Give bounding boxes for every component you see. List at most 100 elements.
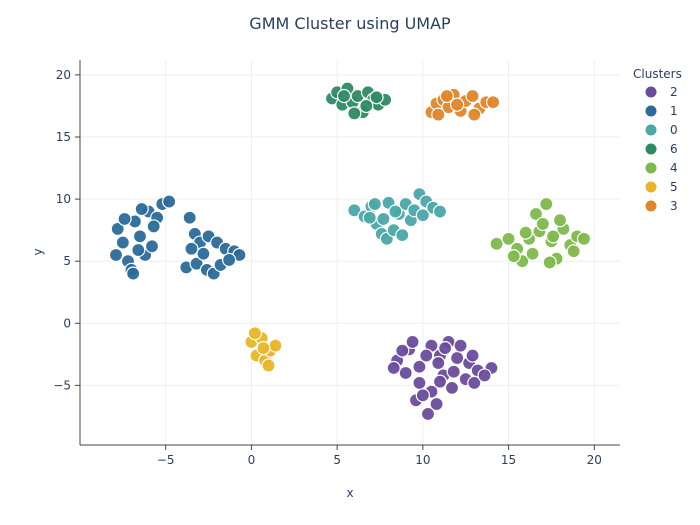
data-point xyxy=(465,348,480,363)
data-point xyxy=(465,88,480,104)
data-point xyxy=(108,247,124,263)
data-point xyxy=(450,350,465,366)
legend-marker xyxy=(644,180,658,194)
data-points xyxy=(108,81,592,422)
data-point xyxy=(439,88,454,104)
data-point xyxy=(268,338,283,353)
data-point xyxy=(412,375,427,391)
data-point xyxy=(446,364,461,379)
data-point xyxy=(405,334,420,350)
data-point xyxy=(196,246,211,261)
data-point xyxy=(450,97,465,112)
data-point xyxy=(535,216,550,232)
legend-marker xyxy=(644,104,658,118)
legend-label: 1 xyxy=(670,104,678,118)
data-point xyxy=(415,388,430,403)
legend-item-4[interactable]: 4 xyxy=(644,161,678,175)
legend-item-0[interactable]: 0 xyxy=(644,123,678,137)
legend-item-2[interactable]: 2 xyxy=(644,85,678,99)
data-point xyxy=(566,244,581,259)
legend-label: 3 xyxy=(670,199,678,213)
legend-label: 4 xyxy=(670,161,678,175)
data-point xyxy=(415,208,430,223)
y-axis-label: y xyxy=(31,248,45,255)
x-tick-label: −5 xyxy=(157,453,175,467)
y-tick-label: 0 xyxy=(63,316,71,330)
series-4 xyxy=(489,196,592,270)
data-point xyxy=(453,338,468,353)
legend-label: 5 xyxy=(670,180,678,194)
data-point xyxy=(386,360,401,376)
y-axis-ticks: −5 0 5 10 15 20 xyxy=(53,68,80,392)
data-point xyxy=(336,88,352,104)
data-point xyxy=(369,90,384,105)
data-point xyxy=(429,396,444,412)
legend-marker xyxy=(644,199,658,213)
data-point xyxy=(162,194,177,209)
legend-title: Clusters xyxy=(633,67,682,81)
data-point xyxy=(431,107,446,122)
data-point xyxy=(489,236,504,251)
data-point xyxy=(184,241,199,256)
data-point xyxy=(546,229,561,244)
legend-item-1[interactable]: 1 xyxy=(644,104,678,118)
x-axis-ticks: −5 0 5 10 15 20 xyxy=(157,445,602,467)
data-point xyxy=(444,380,460,395)
y-tick-label: 15 xyxy=(56,130,71,144)
data-point xyxy=(431,355,446,371)
data-point xyxy=(432,374,448,389)
data-point xyxy=(222,252,237,268)
data-point xyxy=(552,213,568,228)
legend-marker xyxy=(644,161,658,175)
data-point xyxy=(419,348,434,363)
legend-item-5[interactable]: 5 xyxy=(644,180,678,194)
x-axis-label: x xyxy=(346,486,353,500)
series-5 xyxy=(244,326,283,373)
data-point xyxy=(412,359,427,374)
x-tick-label: 20 xyxy=(587,453,602,467)
data-point xyxy=(518,225,533,240)
series-1 xyxy=(108,194,247,281)
chart-title: GMM Cluster using UMAP xyxy=(249,14,451,33)
data-point xyxy=(528,206,544,222)
data-point xyxy=(388,204,403,219)
series-2 xyxy=(386,334,499,422)
data-point xyxy=(359,98,374,114)
data-point xyxy=(438,341,453,356)
legend-marker xyxy=(644,123,658,137)
series-0 xyxy=(347,187,448,246)
data-point xyxy=(486,95,501,110)
data-point xyxy=(182,210,197,225)
legend[interactable]: Clusters 2 1 0 6 4 5 3 xyxy=(633,67,682,213)
legend-items[interactable]: 2 1 0 6 4 5 3 xyxy=(644,85,678,213)
x-tick-label: 0 xyxy=(248,453,256,467)
legend-item-3[interactable]: 3 xyxy=(644,199,678,213)
data-point xyxy=(347,203,362,218)
data-point xyxy=(247,326,262,341)
data-point xyxy=(189,256,204,271)
data-point xyxy=(376,211,391,227)
data-point xyxy=(420,406,436,422)
data-point xyxy=(362,210,377,225)
x-tick-label: 5 xyxy=(333,453,341,467)
data-point xyxy=(134,201,149,217)
x-tick-label: 15 xyxy=(501,453,516,467)
legend-label: 0 xyxy=(670,123,678,137)
data-point xyxy=(144,239,160,254)
data-point xyxy=(576,231,592,246)
y-tick-label: 20 xyxy=(56,68,71,82)
data-point xyxy=(398,365,413,381)
legend-item-6[interactable]: 6 xyxy=(644,142,678,156)
data-point xyxy=(395,228,410,243)
data-point xyxy=(131,242,146,258)
data-point xyxy=(126,266,141,281)
data-point xyxy=(539,196,554,212)
legend-label: 2 xyxy=(670,85,678,99)
data-point xyxy=(256,341,271,356)
data-point xyxy=(395,343,410,358)
series-3 xyxy=(424,87,501,122)
series-6 xyxy=(324,81,393,121)
data-point xyxy=(467,107,482,122)
data-point xyxy=(146,219,161,234)
data-point xyxy=(367,196,382,212)
